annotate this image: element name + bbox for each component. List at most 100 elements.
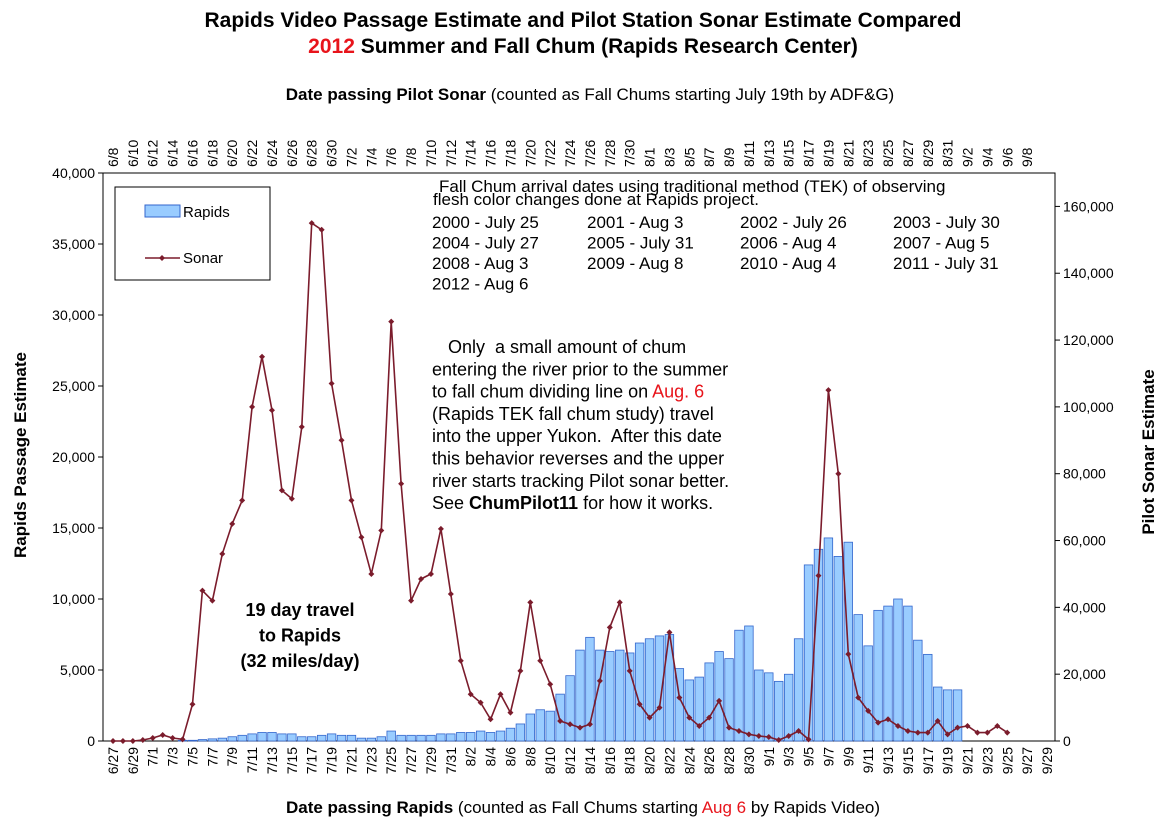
x2-tick-label: 8/27	[900, 140, 916, 167]
line-marker	[487, 716, 494, 723]
chart-title-part: 2012	[308, 35, 355, 58]
x-tick-label: 8/24	[681, 747, 697, 774]
x2-tick-label: 8/1	[642, 147, 658, 167]
line-marker	[547, 681, 554, 688]
x-tick-label: 9/13	[880, 747, 896, 774]
x2-tick-label: 8/13	[761, 140, 777, 167]
x-tick-label: 9/19	[940, 747, 956, 774]
line-marker	[119, 738, 126, 744]
bar	[466, 732, 476, 742]
bar	[207, 738, 218, 742]
line-marker	[378, 527, 385, 534]
bar	[734, 629, 744, 742]
x-axis-title-part: (counted as Fall Chums starting	[453, 798, 702, 817]
line-marker	[447, 590, 454, 597]
y2-tick-label: 0	[1063, 733, 1071, 749]
tek-entry: 2012 - Aug 6	[432, 275, 528, 294]
line-marker	[785, 732, 792, 739]
x-tick-label: 7/29	[423, 747, 439, 774]
x-tick-label: 9/3	[781, 747, 797, 767]
bar	[644, 638, 655, 742]
x-tick-label: 7/27	[403, 747, 419, 774]
travel-note: 19 day travel	[245, 600, 354, 620]
x-tick-label: 8/18	[622, 747, 638, 774]
line-marker	[408, 597, 415, 604]
bar	[605, 651, 615, 742]
tek-heading: Fall Chum arrival dates using traditiona…	[439, 177, 945, 196]
line-marker	[1004, 729, 1011, 736]
line-marker	[974, 729, 981, 736]
x-tick-label: 8/16	[602, 747, 618, 774]
x2-tick-label: 8/25	[880, 140, 896, 167]
legend-marker	[159, 255, 165, 261]
y-tick-label: 10,000	[52, 591, 95, 607]
paragraph-line: river starts tracking Pilot sonar better…	[432, 471, 729, 491]
x-tick-label: 7/31	[443, 747, 459, 774]
bar	[187, 739, 198, 742]
x-tick-label: 9/5	[801, 747, 817, 767]
bar	[545, 710, 555, 742]
bar	[406, 734, 416, 742]
travel-note: (32 miles/day)	[240, 651, 359, 671]
legend-label: Sonar	[183, 250, 223, 267]
x2-tick-label: 7/28	[602, 140, 618, 167]
line-marker	[934, 717, 941, 724]
x-axis-title-part: Date passing Rapids	[286, 798, 453, 817]
line-marker	[924, 729, 931, 736]
x2-tick-label: 6/28	[304, 140, 320, 167]
bar	[307, 736, 317, 742]
bar	[923, 653, 933, 742]
x2-tick-label: 8/21	[840, 140, 856, 167]
x-tick-label: 9/25	[999, 747, 1015, 774]
x-tick-label: 9/9	[840, 747, 856, 767]
x-tick-label: 9/15	[900, 747, 916, 774]
bar	[366, 737, 377, 742]
bar	[754, 669, 764, 742]
x2-tick-label: 7/4	[363, 147, 379, 167]
tek-entry: 2004 - July 27	[432, 234, 539, 253]
bar	[893, 598, 903, 742]
line-marker	[527, 599, 534, 606]
y2-tick-label: 20,000	[1063, 666, 1106, 682]
paragraph-line: to fall chum dividing line on Aug. 6	[432, 382, 704, 402]
bar	[426, 734, 436, 742]
line-marker	[775, 736, 782, 743]
line-marker	[388, 318, 395, 325]
line-marker	[885, 716, 892, 723]
paragraph-line: into the upper Yukon. After this date	[432, 426, 722, 446]
bar	[336, 734, 347, 742]
line-marker	[298, 423, 305, 430]
bar	[277, 733, 287, 742]
bar	[237, 734, 247, 742]
x-tick-label: 7/5	[184, 747, 200, 767]
line-marker	[308, 220, 315, 227]
x2-tick-label: 6/18	[204, 140, 220, 167]
line-marker	[457, 657, 464, 664]
paragraph-line: (Rapids TEK fall chum study) travel	[432, 404, 714, 424]
line-marker	[586, 721, 593, 728]
x2-tick-label: 9/8	[1019, 147, 1035, 167]
x2-tick-label: 7/10	[423, 140, 439, 167]
line-marker	[239, 497, 246, 504]
line-marker	[149, 734, 156, 741]
x-tick-label: 9/7	[820, 747, 836, 767]
bar	[505, 727, 516, 742]
bar	[356, 737, 367, 742]
y2-tick-label: 120,000	[1063, 332, 1114, 348]
line-marker	[656, 704, 663, 711]
x-tick-label: 7/17	[304, 747, 320, 774]
tek-entry: 2003 - July 30	[893, 213, 1000, 232]
bar	[436, 733, 446, 742]
bar	[247, 733, 257, 742]
tek-entry: 2008 - Aug 3	[432, 254, 528, 273]
paragraph-line-part: into the upper Yukon. After this date	[432, 426, 722, 446]
x2-tick-label: 6/30	[324, 140, 340, 167]
paragraph-line: See ChumPilot11 for how it works.	[432, 493, 713, 513]
paragraph-line-part: to fall chum dividing line on	[432, 382, 652, 402]
x-tick-label: 7/15	[284, 747, 300, 774]
x2-tick-label: 7/24	[562, 140, 578, 167]
y-tick-label: 20,000	[52, 449, 95, 465]
bar	[565, 675, 575, 742]
bar	[774, 680, 784, 742]
paragraph-line: this behavior reverses and the upper	[432, 449, 724, 469]
